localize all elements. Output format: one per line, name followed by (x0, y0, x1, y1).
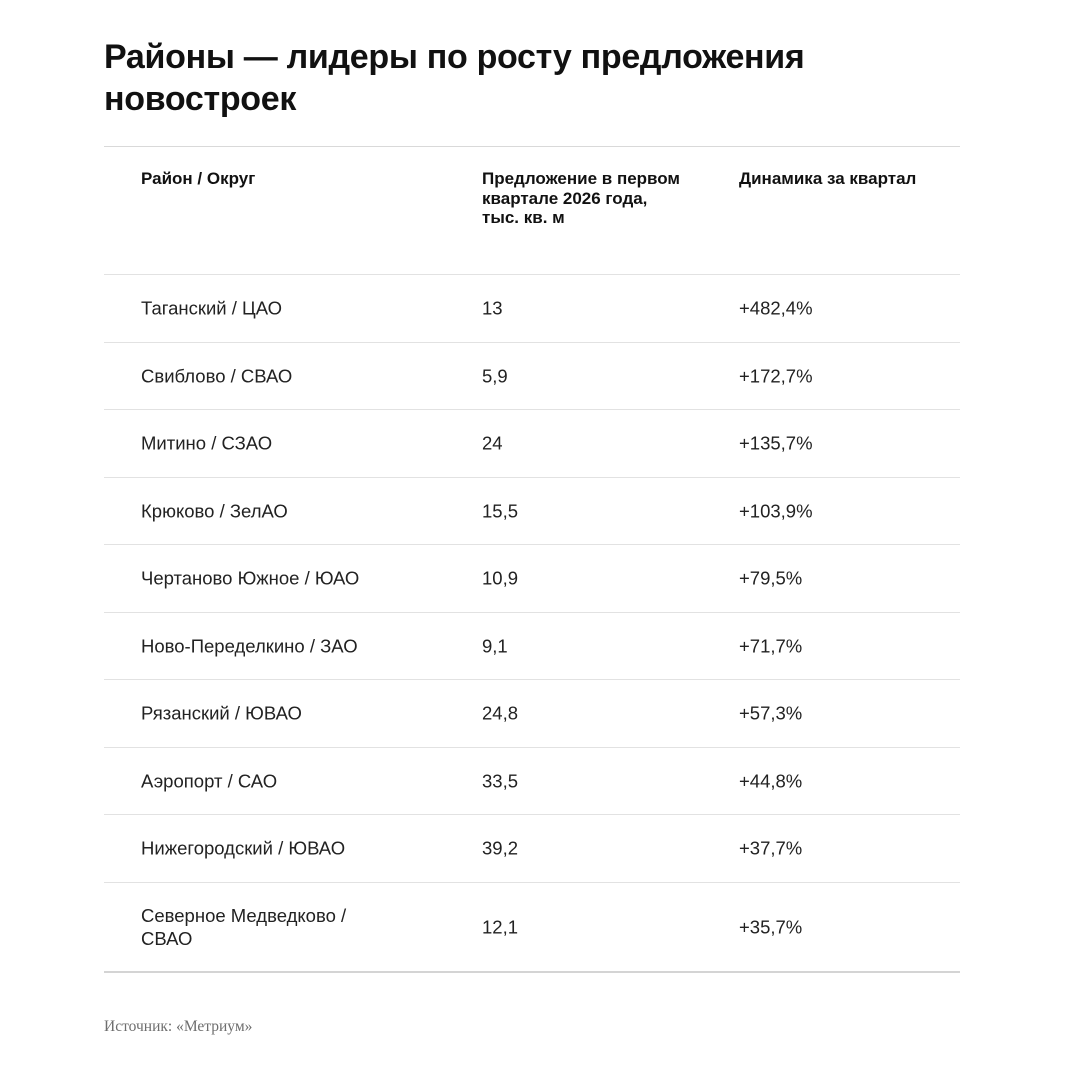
table-row: Таганский / ЦАО 13 +482,4% (104, 275, 960, 343)
column-header-district: Район / Округ (141, 169, 256, 188)
change-cell: +71,7% (739, 635, 803, 657)
table-row: Северное Медведково / СВАО 12,1 +35,7% (104, 883, 960, 973)
table-row: Крюково / ЗелАО 15,5 +103,9% (104, 478, 960, 545)
change-cell: +103,9% (739, 500, 813, 522)
change-cell: +57,3% (739, 702, 803, 724)
table-row: Чертаново Южное / ЮАО 10,9 +79,5% (104, 545, 960, 613)
supply-cell: 10,9 (482, 567, 519, 589)
district-cell: Таганский / ЦАО (141, 297, 283, 319)
district-cell: Нижегородский / ЮВАО (141, 837, 346, 859)
table-row: Свиблово / СВАО 5,9 +172,7% (104, 343, 960, 410)
column-header-supply: Предложение в первом квартале 2026 года,… (482, 169, 681, 227)
supply-cell: 24,8 (482, 702, 519, 724)
change-cell: +79,5% (739, 567, 803, 589)
supply-cell: 12,1 (482, 916, 519, 937)
change-cell: +135,7% (739, 432, 813, 454)
change-cell: +172,7% (739, 365, 813, 387)
supply-cell: 5,9 (482, 365, 508, 387)
district-cell: Митино / СЗАО (141, 432, 273, 454)
table-row: Рязанский / ЮВАО 24,8 +57,3% (104, 680, 960, 748)
table-row: Аэропорт / САО 33,5 +44,8% (104, 748, 960, 815)
supply-cell: 15,5 (482, 500, 519, 522)
change-cell: +37,7% (739, 837, 803, 859)
district-cell: Рязанский / ЮВАО (141, 702, 302, 724)
table-row: Нижегородский / ЮВАО 39,2 +37,7% (104, 815, 960, 883)
change-cell: +482,4% (739, 297, 813, 319)
column-header-change: Динамика за квартал (739, 169, 917, 188)
supply-cell: 33,5 (482, 770, 519, 792)
table-header-row: Район / Округ Предложение в первом кварт… (104, 147, 960, 275)
supply-cell: 24 (482, 432, 503, 454)
district-cell: Северное Медведково / СВАО (141, 904, 347, 949)
district-cell: Ново-Переделкино / ЗАО (141, 635, 358, 657)
change-cell: +35,7% (739, 916, 803, 937)
district-cell: Крюково / ЗелАО (141, 500, 288, 522)
page-title: Районы — лидеры по росту предложения нов… (104, 38, 805, 118)
change-cell: +44,8% (739, 770, 803, 792)
district-cell: Свиблово / СВАО (141, 365, 293, 387)
source-note: Источник: «Метриум» (104, 1018, 253, 1035)
district-cell: Аэропорт / САО (141, 770, 278, 792)
table-row: Митино / СЗАО 24 +135,7% (104, 410, 960, 478)
supply-cell: 13 (482, 297, 503, 319)
table-row: Ново-Переделкино / ЗАО 9,1 +71,7% (104, 613, 960, 680)
data-table: Район / Округ Предложение в первом кварт… (104, 146, 960, 973)
supply-cell: 9,1 (482, 635, 508, 657)
district-cell: Чертаново Южное / ЮАО (141, 567, 360, 589)
supply-cell: 39,2 (482, 837, 519, 859)
